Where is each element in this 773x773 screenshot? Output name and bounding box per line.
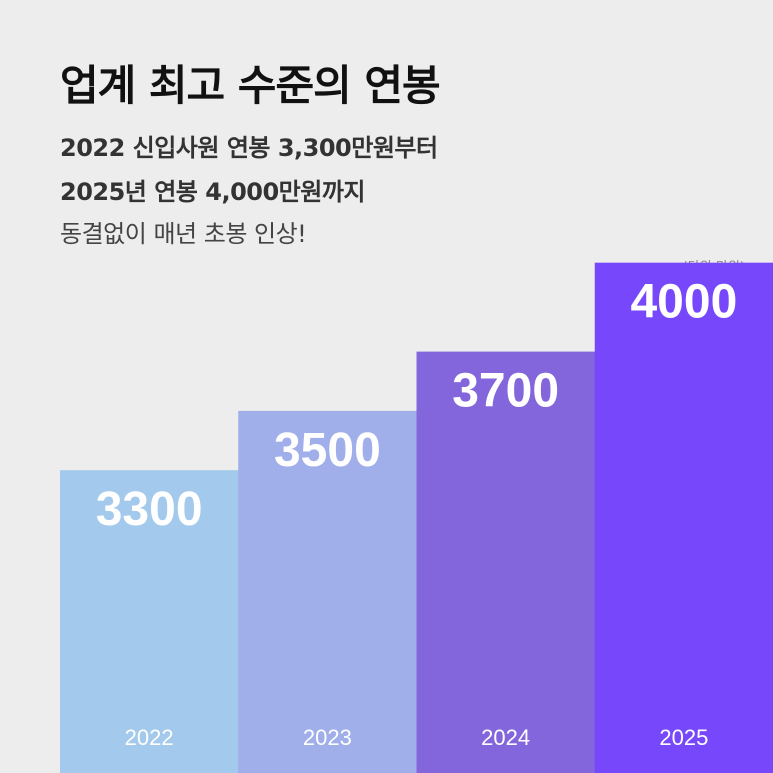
category-label-2022: 2022 bbox=[125, 725, 174, 750]
value-label-2023: 3500 bbox=[274, 424, 381, 477]
category-label-2025: 2025 bbox=[659, 725, 708, 750]
category-label-2023: 2023 bbox=[303, 725, 352, 750]
bar-2022 bbox=[60, 470, 239, 773]
value-label-2025: 4000 bbox=[630, 276, 737, 329]
subtitle-line-2: 2025년 연봉 4,000만원까지 bbox=[60, 178, 365, 206]
page-title: 업계 최고 수준의 연봉 bbox=[60, 61, 441, 110]
value-label-2024: 3700 bbox=[452, 365, 559, 418]
subtitle-line-1: 2022 신입사원 연봉 3,300만원부터 bbox=[60, 134, 438, 162]
subtitle-line-3: 동결없이 매년 초봉 인상! bbox=[60, 220, 307, 248]
bar-2023 bbox=[238, 410, 417, 773]
category-label-2024: 2024 bbox=[481, 725, 530, 750]
value-label-2022: 3300 bbox=[96, 483, 203, 536]
bar-2025 bbox=[594, 262, 773, 773]
bar-2024 bbox=[416, 351, 596, 773]
